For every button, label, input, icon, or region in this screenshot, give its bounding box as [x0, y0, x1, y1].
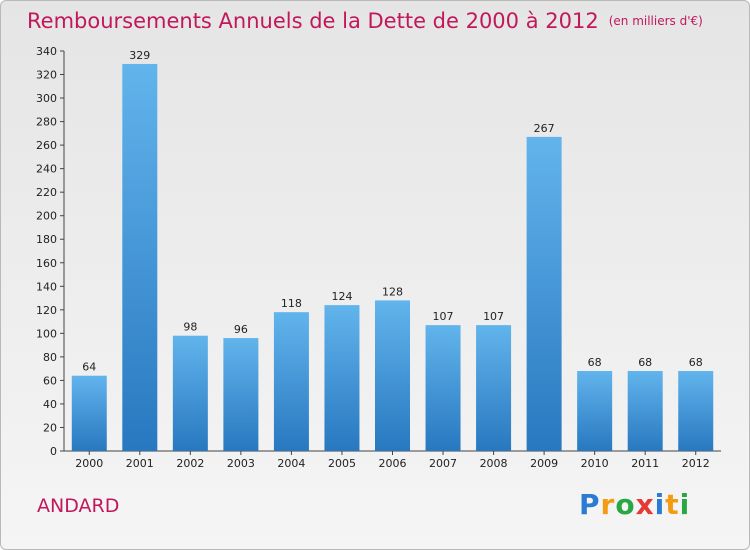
- data-label-2010: 68: [588, 356, 602, 369]
- x-tick-label: 2004: [277, 457, 305, 470]
- bar-2012: [678, 371, 714, 451]
- bar-2004: [273, 312, 309, 451]
- data-label-2002: 98: [183, 321, 197, 334]
- data-label-2003: 96: [234, 323, 248, 336]
- y-tick-label: 0: [50, 445, 57, 458]
- y-tick-label: 240: [36, 163, 57, 176]
- data-label-2007: 107: [433, 310, 454, 323]
- data-label-2008: 107: [483, 310, 504, 323]
- logo-letter: i: [654, 488, 666, 521]
- chart-title-text: Remboursements Annuels de la Dette de 20…: [27, 9, 599, 33]
- x-tick-label: 2010: [581, 457, 609, 470]
- bar-2007: [425, 325, 461, 451]
- data-label-2004: 118: [281, 297, 302, 310]
- x-tick-label: 2011: [631, 457, 659, 470]
- data-label-2001: 329: [129, 49, 150, 62]
- y-tick-label: 20: [43, 421, 57, 434]
- bar-2005: [324, 305, 360, 451]
- y-tick-label: 280: [36, 116, 57, 129]
- data-label-2006: 128: [382, 285, 403, 298]
- y-tick-label: 40: [43, 398, 57, 411]
- y-tick-label: 180: [36, 233, 57, 246]
- x-tick-label: 2012: [682, 457, 710, 470]
- bar-2006: [375, 300, 410, 451]
- logo-letter: o: [615, 488, 636, 521]
- bar-2011: [627, 371, 663, 451]
- bar-2008: [476, 325, 512, 451]
- bar-2002: [172, 335, 208, 451]
- x-tick-label: 2008: [480, 457, 508, 470]
- data-label-2000: 64: [82, 361, 96, 374]
- y-tick-label: 160: [36, 257, 57, 270]
- town-name: ANDARD: [37, 495, 120, 517]
- y-tick-label: 80: [43, 351, 57, 364]
- proxiti-logo: Proxiti: [579, 488, 690, 521]
- x-tick-label: 2009: [530, 457, 558, 470]
- y-tick-label: 200: [36, 210, 57, 223]
- logo-letter: x: [635, 488, 655, 521]
- chart-subtitle: (en milliers d'€): [608, 14, 703, 28]
- x-tick-label: 2002: [176, 457, 204, 470]
- bar-2000: [71, 375, 107, 451]
- data-label-2005: 124: [331, 290, 352, 303]
- x-tick-label: 2000: [75, 457, 103, 470]
- y-tick-label: 220: [36, 186, 57, 199]
- y-tick-label: 100: [36, 327, 57, 340]
- y-tick-label: 320: [36, 69, 57, 82]
- bar-2001: [122, 63, 158, 452]
- x-tick-label: 2005: [328, 457, 356, 470]
- chart-title: Remboursements Annuels de la Dette de 20…: [27, 9, 703, 33]
- y-tick-label: 120: [36, 304, 57, 317]
- logo-letter: t: [665, 488, 680, 521]
- logo-letter: r: [600, 488, 616, 521]
- bar-2003: [223, 338, 259, 451]
- y-tick-label: 340: [36, 45, 57, 58]
- data-label-2012: 68: [689, 356, 703, 369]
- x-tick-label: 2007: [429, 457, 457, 470]
- logo-letter: i: [679, 488, 691, 521]
- data-label-2009: 267: [534, 122, 555, 135]
- x-tick-label: 2003: [227, 457, 255, 470]
- y-tick-label: 140: [36, 280, 57, 293]
- x-tick-label: 2001: [126, 457, 154, 470]
- y-tick-label: 260: [36, 139, 57, 152]
- logo-letter: P: [579, 488, 601, 521]
- y-tick-label: 60: [43, 374, 57, 387]
- bar-2010: [577, 371, 613, 451]
- bar-2009: [526, 136, 562, 451]
- x-tick-label: 2006: [379, 457, 407, 470]
- data-label-2011: 68: [638, 356, 652, 369]
- y-tick-label: 300: [36, 92, 57, 105]
